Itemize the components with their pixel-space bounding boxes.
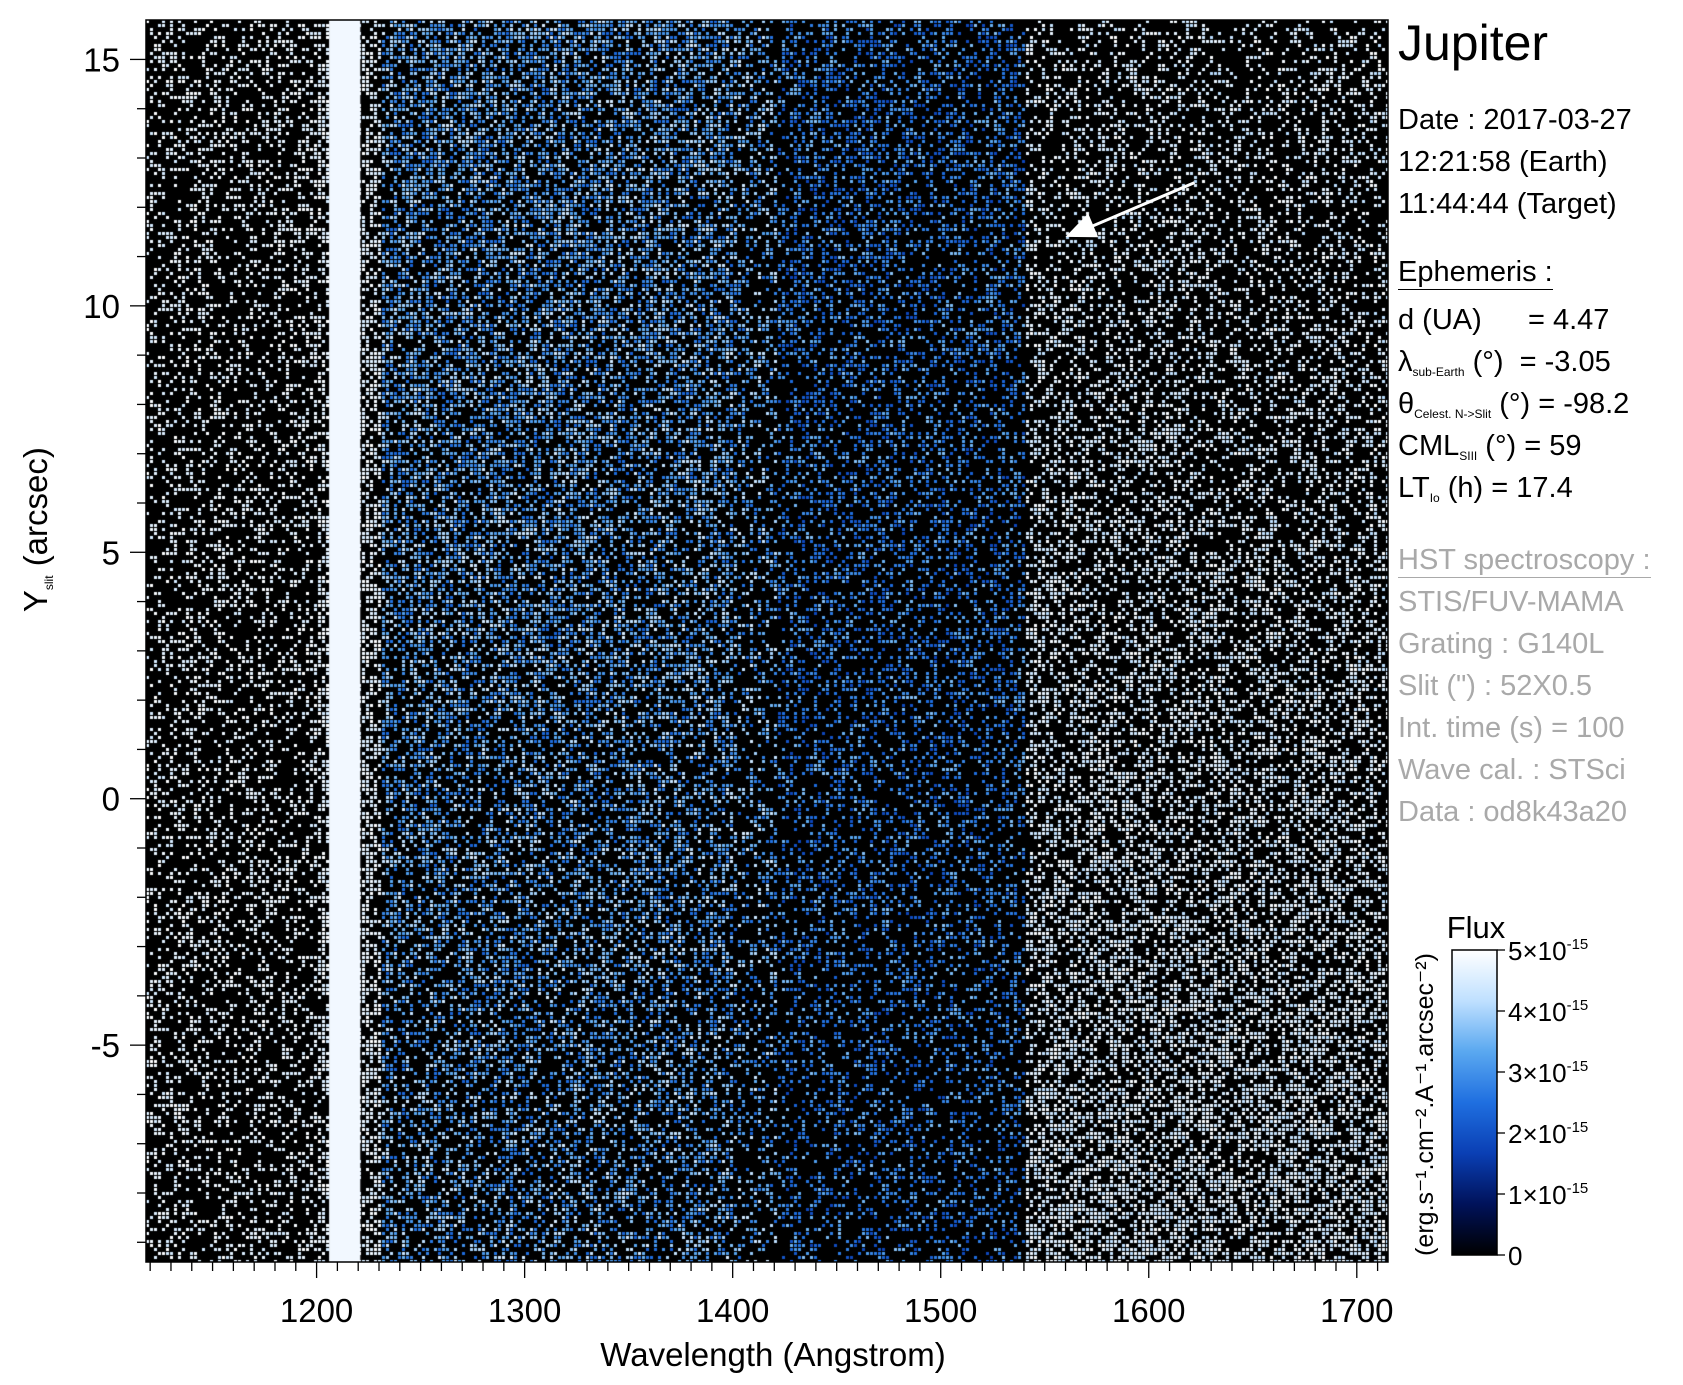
target-title: Jupiter	[1398, 15, 1549, 71]
hst-header-text: HST spectroscopy :	[1398, 544, 1651, 578]
lambda-sub: sub-Earth	[1412, 365, 1465, 379]
hst-line: Grating : G140L	[1398, 628, 1605, 660]
colorbar-title: Flux	[1447, 910, 1506, 945]
lambda-symbol: λ	[1398, 346, 1413, 378]
arrow-shaft	[1082, 181, 1196, 232]
heatmap-raster	[146, 20, 1388, 1262]
lambda-unit: (°)	[1464, 346, 1504, 378]
theta-unit: (°)	[1491, 388, 1531, 420]
y-tick-label: 5	[102, 534, 120, 571]
arrow-head	[1065, 213, 1099, 238]
hst-line: Data : od8k43a20	[1398, 796, 1627, 828]
y-tick-label: -5	[91, 1027, 120, 1064]
ephemeris-header: Ephemeris :	[1398, 252, 1553, 292]
lt-sub: Io	[1429, 491, 1440, 505]
y-tick-label: 15	[83, 41, 120, 78]
theta-sub: Celest. N->Slit	[1414, 407, 1492, 421]
x-tick-label: 1500	[904, 1292, 977, 1329]
ephemeris-theta: θCelest. N->Slit (°) = -98.2	[1398, 384, 1629, 434]
theta-value: = -98.2	[1538, 388, 1630, 420]
cml-symbol: CML	[1398, 430, 1460, 462]
colorbar-unit-label: (erg.s⁻¹.cm⁻².A⁻¹.arcsec⁻²)	[1411, 953, 1439, 1256]
x-tick-label: 1600	[1112, 1292, 1185, 1329]
heatmap-image	[146, 20, 1388, 1262]
target-time-text: 11:44:44 (Target)	[1398, 188, 1617, 220]
hst-line: Int. time (s) = 100	[1398, 712, 1625, 744]
hst-line: STIS/FUV-MAMA	[1398, 586, 1624, 618]
x-tick-label: 1200	[280, 1292, 353, 1329]
distance-value: = 4.47	[1528, 304, 1610, 336]
distance-label: d (UA)	[1398, 304, 1482, 336]
lt-unit: (h)	[1439, 472, 1484, 504]
cml-sub: SIII	[1459, 449, 1478, 463]
ephemeris-lt: LTIo (h) = 17.4	[1398, 468, 1573, 518]
x-tick-label: 1400	[696, 1292, 769, 1329]
ephemeris-header-text: Ephemeris :	[1398, 256, 1553, 290]
x-tick-label: 1700	[1320, 1292, 1393, 1329]
hst-line: Wave cal. : STSci	[1398, 754, 1626, 786]
colorbar-tick-label: 1×10-15	[1508, 1180, 1588, 1210]
x-axis-label: Wavelength (Angstrom)	[600, 1336, 945, 1373]
plot-frame	[145, 19, 1389, 1263]
hst-line: Slit (") : 52X0.5	[1398, 670, 1593, 702]
hst-header: HST spectroscopy :	[1398, 540, 1651, 580]
ephemeris-cml: CMLSIII (°) = 59	[1398, 426, 1582, 476]
lambda-value: = -3.05	[1519, 346, 1611, 378]
ephemeris-distance: d (UA) = 4.47	[1398, 300, 1609, 340]
y-tick-label: 0	[102, 781, 120, 818]
ephemeris-lambda: λsub-Earth (°) = -3.05	[1398, 342, 1611, 392]
cml-value: = 59	[1524, 430, 1582, 462]
lt-value: = 17.4	[1491, 472, 1573, 504]
colorbar-gradient	[1451, 949, 1498, 1256]
lt-symbol: LT	[1398, 472, 1430, 504]
theta-symbol: θ	[1398, 388, 1415, 420]
y-axis-label: Yslit (arcsec)	[17, 447, 56, 612]
colorbar-tick-label: 5×10-15	[1508, 936, 1588, 966]
colorbar-tick-label: 2×10-15	[1508, 1119, 1588, 1149]
colorbar-tick-label: 3×10-15	[1508, 1058, 1588, 1088]
annotation-arrow	[1065, 181, 1196, 238]
colorbar-tick-label: 4×10-15	[1508, 997, 1588, 1027]
cml-unit: (°)	[1477, 430, 1517, 462]
colorbar-tick-label: 0	[1508, 1241, 1522, 1271]
plot-axes: 1200 1300 1400 1500 1600 1700 Wavelength (Angs…	[17, 19, 1394, 1373]
y-tick-label: 10	[83, 288, 120, 325]
x-tick-label: 1300	[488, 1292, 561, 1329]
date-text: Date : 2017-03-27	[1398, 104, 1632, 136]
flux-colorbar: 0 1×10-15 2×10-15 3×10-15 4×10-15 5×10-15Flux…	[1411, 910, 1588, 1271]
earth-time-text: 12:21:58 (Earth)	[1398, 146, 1608, 178]
